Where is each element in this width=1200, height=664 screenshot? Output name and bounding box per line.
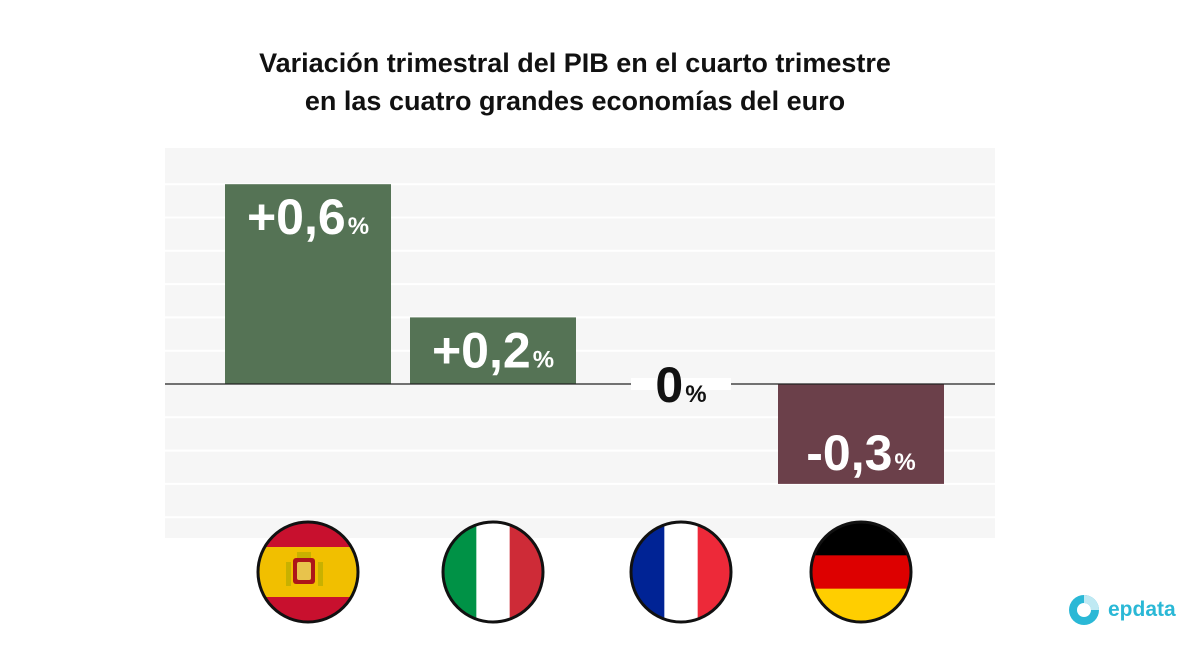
bar-alemania: [778, 384, 944, 484]
data-label: +0,2%: [432, 322, 554, 378]
chart-title-line-2: en las cuatro grandes economías del euro: [304, 86, 846, 116]
bars: [225, 184, 944, 484]
data-label: 0%: [655, 357, 706, 413]
chart-title: Variación trimestral del PIB en el cuart…: [0, 44, 1150, 120]
brand-logo: epdata: [1068, 594, 1176, 626]
flag-outline: [629, 520, 733, 624]
data-label: +0,6%: [247, 189, 369, 245]
flag-outline: [809, 520, 913, 624]
flag-outline: [256, 520, 360, 624]
epdata-logo-icon: [1069, 595, 1099, 625]
bar-italia: [410, 317, 576, 384]
flag-outline: [441, 520, 545, 624]
bar-españa: [225, 184, 391, 384]
data-labels: +0,6% +0,2% 0% -0,3%: [247, 189, 916, 481]
brand-name: epdata: [1108, 598, 1176, 621]
data-label: -0,3%: [806, 425, 916, 481]
zero-label-gap: [631, 378, 731, 390]
chart-title-line-1: Variación trimestral del PIB en el cuart…: [259, 48, 891, 78]
